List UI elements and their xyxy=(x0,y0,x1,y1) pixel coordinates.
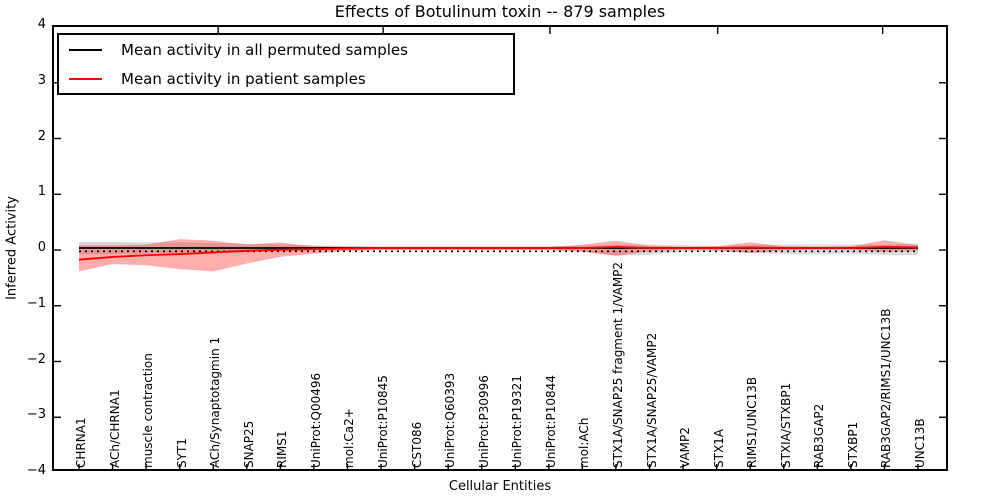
y-tick-label: 0 xyxy=(37,240,46,255)
y-tick-label: −3 xyxy=(26,407,46,423)
patient-confidence-band xyxy=(79,239,918,272)
y-tick-label: −4 xyxy=(26,463,46,478)
x-tick-label: UniProt:P10844 xyxy=(543,375,558,468)
x-tick-label: UniProt:P19321 xyxy=(510,375,525,468)
plot-area: CHRNA1 ACh/CHRNA1 muscle contraction SYT1 AC… xyxy=(52,25,948,471)
y-tick-label: −1 xyxy=(26,295,46,311)
x-tick-label: STXBP1 xyxy=(845,421,860,468)
legend-label-permuted: Mean activity in all permuted samples xyxy=(121,40,408,59)
chart-canvas xyxy=(54,27,946,469)
patient-line-icon xyxy=(69,77,102,80)
x-tick-label: mol:ACh xyxy=(577,417,592,468)
legend: Mean activity in all permuted samples Me… xyxy=(57,33,515,95)
y-tick-label: 3 xyxy=(37,72,46,88)
x-tick-label: UniProt:P30996 xyxy=(476,375,491,468)
x-tick-label: RIMS1/UNC13B xyxy=(745,376,760,468)
x-tick-label: STX1A/SNAP25 fragment 1/VAMP2 xyxy=(610,261,625,468)
y-tick-label: 4 xyxy=(37,17,46,32)
y-tick-label: 2 xyxy=(37,128,46,144)
y-tick-label: 1 xyxy=(37,184,46,200)
x-tick-label: muscle contraction xyxy=(141,353,156,468)
y-tick-label: −2 xyxy=(26,351,46,367)
x-tick-label: CHRNA1 xyxy=(74,417,88,468)
legend-label-patient: Mean activity in patient samples xyxy=(121,69,366,88)
x-axis-label: Cellular Entities xyxy=(448,479,552,494)
x-tick-label: STXIA/STXBP1 xyxy=(778,382,793,468)
x-tick-label: UniProt:Q60393 xyxy=(443,372,458,468)
x-tick-label: VAMP2 xyxy=(678,427,693,468)
x-tick-label: UNC13B xyxy=(913,418,927,468)
patient-mean-line xyxy=(78,245,919,261)
x-tick-label: UniProt:Q00496 xyxy=(308,372,323,468)
legend-entry-patient: Mean activity in patient samples xyxy=(59,64,513,93)
x-tick-label: STX1A/SNAP25/VAMP2 xyxy=(644,332,659,468)
x-tick-label: RIMS1 xyxy=(275,430,290,468)
x-tick-label: RAB3GAP2 xyxy=(812,403,827,468)
chart-title: Effects of Botulinum toxin -- 879 sample… xyxy=(334,2,666,21)
x-tick-label: STX1A xyxy=(711,428,726,468)
x-tick-label: UniProt:P10845 xyxy=(376,375,391,468)
x-tick-label: ACh/CHRNA1 xyxy=(107,389,122,468)
x-tick-label: SNAP25 xyxy=(241,420,256,468)
x-tick-label: ACh/Synaptotagmin 1 xyxy=(208,336,223,468)
x-tick-label: mol:Ca2+ xyxy=(342,408,357,468)
permuted-line-icon xyxy=(69,48,102,51)
x-tick-label: RAB3GAP2/RIMS1/UNC13B xyxy=(879,308,894,468)
x-tick-label: SYT1 xyxy=(174,438,189,468)
x-tick-label: CST086 xyxy=(409,421,424,468)
legend-entry-permuted: Mean activity in all permuted samples xyxy=(59,35,513,64)
